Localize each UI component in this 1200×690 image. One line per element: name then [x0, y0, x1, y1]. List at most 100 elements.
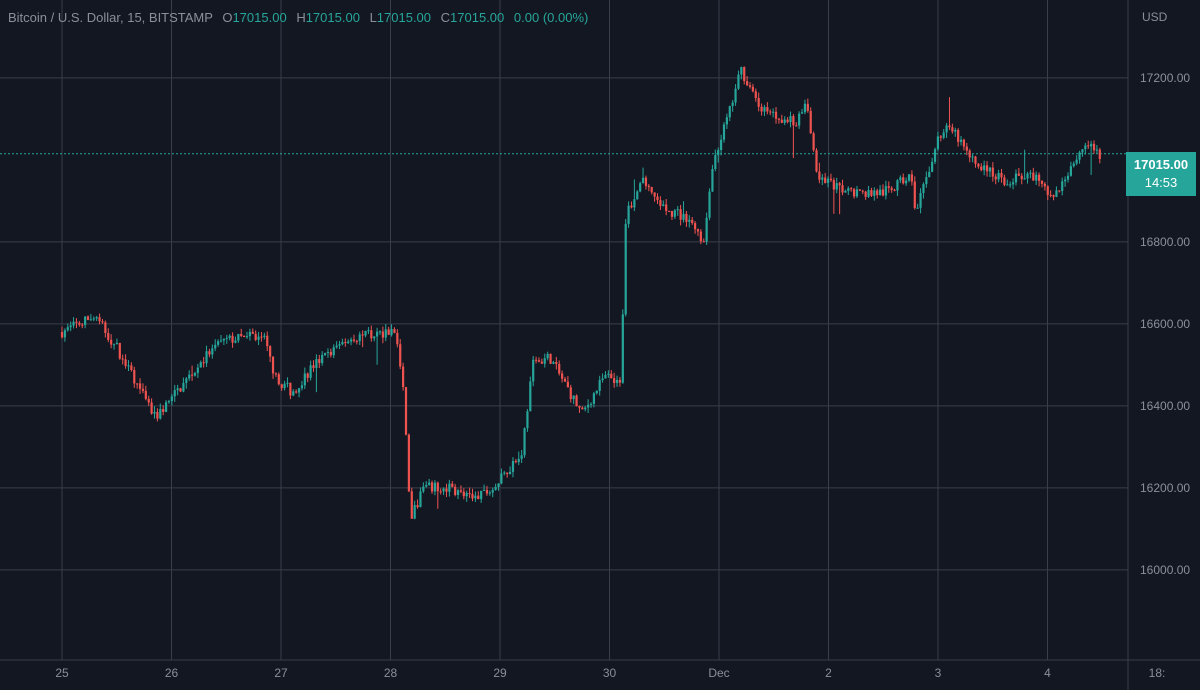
candle-body: [566, 381, 569, 388]
candle-body: [604, 374, 607, 379]
candle-body: [772, 111, 775, 113]
candle-body: [234, 340, 237, 343]
candle-body: [821, 177, 824, 180]
candle-body: [260, 336, 263, 338]
candle-body: [332, 347, 335, 356]
candle-body: [601, 378, 604, 381]
candle-body: [214, 344, 217, 349]
candle-body: [928, 171, 931, 178]
candle-body: [1098, 149, 1101, 159]
candle-body: [722, 124, 726, 140]
candle-body: [179, 388, 182, 392]
candle-body: [910, 174, 913, 182]
candle-body: [425, 484, 428, 487]
candle-body: [936, 136, 940, 150]
candle-body: [185, 378, 188, 383]
candle-body: [303, 373, 306, 386]
candle-body: [630, 205, 633, 208]
candle-body: [832, 180, 835, 190]
candle-body: [506, 472, 509, 475]
candle-body: [699, 231, 702, 242]
candle-body: [176, 388, 179, 391]
candle-body: [803, 103, 807, 113]
candle-body: [150, 402, 153, 414]
candle-body: [326, 351, 330, 353]
candle-body: [133, 370, 136, 384]
candle-body: [526, 411, 529, 429]
candle-body: [228, 335, 231, 338]
y-tick-label: 16200.00: [1140, 481, 1190, 495]
y-axis: 17200.00 16800.00 16600.00 16400.00 16200.00…: [1140, 71, 1190, 577]
candle-body: [948, 125, 951, 128]
candle-body: [511, 461, 515, 472]
candle-body: [202, 362, 205, 364]
candle-body: [156, 411, 159, 419]
candle-body: [991, 167, 994, 177]
high-label: H: [296, 10, 306, 25]
candle-body: [945, 125, 948, 133]
candle-body: [373, 336, 376, 339]
symbol-name: Bitcoin / U.S. Dollar, 15, BITSTAMP: [8, 10, 213, 25]
candle-body: [1066, 175, 1070, 180]
bar-countdown: 14:53: [1144, 175, 1178, 190]
candle-body: [338, 344, 341, 346]
candle-body: [691, 219, 694, 224]
candle-body: [508, 471, 512, 475]
candle-body: [624, 223, 627, 315]
candle-body: [121, 358, 124, 360]
candle-body: [451, 483, 454, 487]
candle-body: [370, 330, 373, 339]
candle-body: [662, 204, 665, 206]
candle-body: [720, 139, 723, 151]
candle-body: [757, 98, 760, 107]
candle-body: [355, 340, 358, 342]
candle-body: [300, 385, 304, 389]
x-tick-label: 26: [165, 666, 179, 680]
candle-body: [89, 319, 93, 321]
candle-body: [436, 482, 439, 492]
candle-body: [907, 174, 911, 181]
currency-label: USD: [1142, 10, 1168, 24]
candle-body: [800, 112, 804, 114]
candle-body: [855, 189, 859, 197]
candle-body: [497, 483, 500, 487]
open-value: 17015.00: [232, 10, 287, 25]
candle-body: [951, 127, 954, 132]
candle-body: [306, 373, 309, 378]
candle-body: [584, 407, 587, 410]
candle-body: [890, 187, 893, 190]
candle-body: [569, 387, 572, 400]
candle-body: [838, 183, 841, 186]
candle-body: [219, 340, 223, 342]
candle-body: [667, 210, 671, 212]
candle-body: [323, 352, 327, 355]
candle-body: [766, 107, 769, 112]
candle-body: [644, 177, 648, 186]
candle-body: [1040, 180, 1044, 184]
candle-body: [896, 180, 899, 191]
candle-body: [988, 167, 992, 172]
candle-body: [852, 189, 856, 197]
candle-body: [1072, 163, 1075, 167]
candle-body: [471, 493, 474, 499]
candle-body: [283, 383, 286, 389]
x-tick-label: 3: [935, 666, 942, 680]
candle-body: [933, 149, 937, 162]
candle-body: [459, 490, 463, 492]
candle-body: [1052, 195, 1055, 197]
candle-body: [81, 324, 84, 326]
candle-body: [809, 110, 812, 134]
candle-body: [621, 314, 624, 383]
candle-body: [647, 185, 650, 188]
candle-body: [66, 327, 69, 331]
candle-body: [887, 186, 890, 188]
y-tick-label: 17200.00: [1140, 71, 1190, 85]
candle-body: [734, 88, 737, 103]
candle-body: [878, 189, 882, 196]
candle-body: [696, 229, 700, 232]
candle-body: [977, 163, 980, 167]
candle-body: [315, 359, 318, 368]
candle-body: [274, 373, 278, 375]
candle-body: [104, 322, 107, 333]
